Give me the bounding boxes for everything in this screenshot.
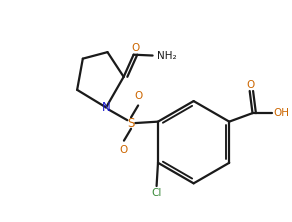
Text: O: O — [134, 91, 142, 101]
Text: N: N — [102, 101, 110, 114]
Text: OH: OH — [274, 108, 290, 118]
Text: O: O — [131, 44, 139, 54]
Text: NH₂: NH₂ — [157, 51, 176, 61]
Text: O: O — [246, 80, 254, 90]
Text: S: S — [127, 117, 135, 130]
Text: O: O — [120, 145, 128, 155]
Text: Cl: Cl — [151, 188, 162, 198]
